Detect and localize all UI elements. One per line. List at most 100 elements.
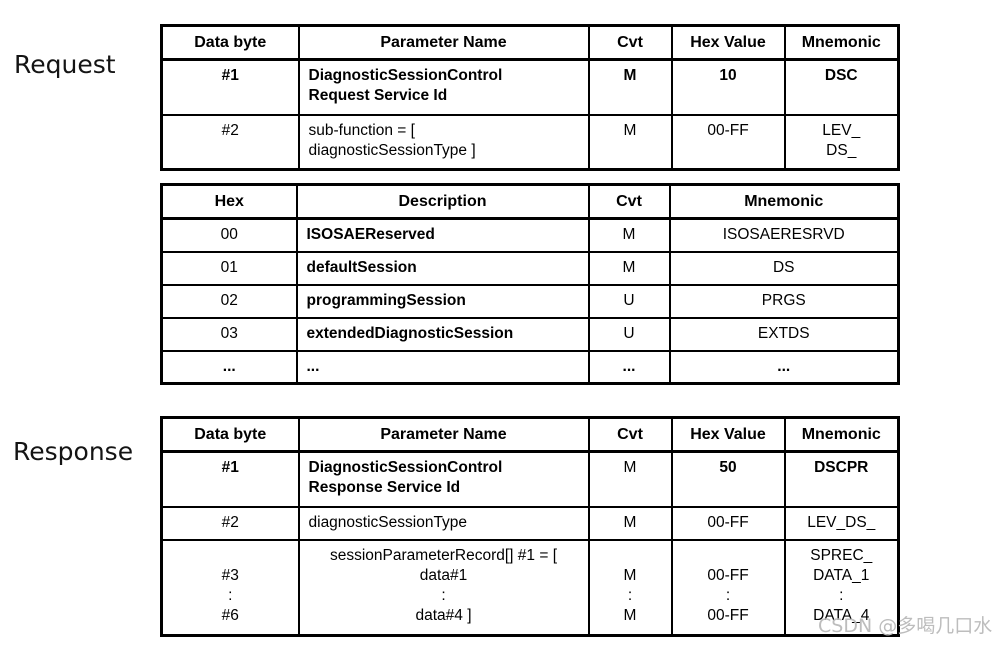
table-row: #1 DiagnosticSessionControl Response Ser…	[160, 450, 900, 508]
cell-hex-value: 00-FF	[670, 113, 786, 171]
table-row: 00 ISOSAEReserved M ISOSAERESRVD	[160, 217, 900, 253]
cell-hex: 00	[160, 217, 298, 253]
cell-data-byte: #1	[160, 58, 300, 116]
data-byte-line	[164, 546, 297, 566]
cell-description: ISOSAEReserved	[295, 217, 590, 253]
table-header-row: Hex Description Cvt Mnemonic	[160, 183, 900, 220]
mnemonic-line: SPREC_	[810, 546, 873, 564]
parameter-name-line: diagnosticSessionType ]	[308, 141, 476, 159]
hex-value-line: 00-FF	[707, 566, 749, 584]
cvt-line: :	[627, 586, 633, 604]
table-row: 01 defaultSession M DS	[160, 250, 900, 286]
cell-hex-value: 50	[670, 450, 786, 508]
column-header-cvt: Cvt	[587, 183, 671, 220]
cell-hex-value: 00-FF	[670, 505, 786, 541]
cell-hex: 01	[160, 250, 298, 286]
cvt-line	[591, 546, 670, 566]
cell-parameter-name: diagnosticSessionType	[297, 505, 590, 541]
cell-data-byte: #3 : #6	[160, 538, 300, 637]
cell-mnemonic: DSC	[783, 58, 900, 116]
table-row: ... ... ... ...	[160, 349, 900, 385]
column-header-hex-value: Hex Value	[670, 416, 786, 453]
data-byte-line: :	[228, 586, 233, 604]
column-header-mnemonic: Mnemonic	[783, 416, 900, 453]
cell-hex: 03	[160, 316, 298, 352]
hex-value-line	[674, 546, 783, 566]
table-row: #3 : #6 sessionParameterRecord[] #1 = [ …	[160, 538, 900, 637]
data-byte-line: #6	[221, 606, 239, 624]
cell-cvt: M	[587, 113, 673, 171]
table-header-row: Data byte Parameter Name Cvt Hex Value M…	[160, 24, 900, 61]
column-header-data-byte: Data byte	[160, 24, 300, 61]
mnemonic-line: :	[839, 586, 844, 604]
cell-cvt: ...	[587, 349, 671, 385]
column-header-hex: Hex	[160, 183, 298, 220]
cell-cvt: M	[587, 250, 671, 286]
parameter-name-line: data#1	[419, 566, 468, 584]
cell-description: programmingSession	[295, 283, 590, 319]
request-table: Data byte Parameter Name Cvt Hex Value M…	[160, 24, 900, 171]
cell-cvt: M	[587, 58, 673, 116]
session-type-table: Hex Description Cvt Mnemonic 00 ISOSAERe…	[160, 183, 900, 385]
cell-mnemonic: ISOSAERESRVD	[668, 217, 900, 253]
cell-parameter-name: sub-function = [ diagnosticSessionType ]	[297, 113, 590, 171]
response-label: Response	[13, 437, 134, 466]
column-header-description: Description	[295, 183, 590, 220]
parameter-name-line: sub-function = [	[308, 121, 415, 139]
parameter-name-line: DiagnosticSessionControl	[308, 459, 503, 476]
parameter-name-line: Response Service Id	[308, 479, 461, 496]
parameter-name-line: sessionParameterRecord[] #1 = [	[329, 546, 557, 564]
column-header-mnemonic: Mnemonic	[783, 24, 900, 61]
cell-data-byte: #2	[160, 113, 300, 171]
response-table: Data byte Parameter Name Cvt Hex Value M…	[160, 416, 900, 637]
cell-mnemonic: LEV_DS_	[783, 505, 900, 541]
hex-value-line: :	[725, 586, 731, 604]
cell-cvt: M	[587, 505, 673, 541]
cell-mnemonic: DSCPR	[783, 450, 900, 508]
watermark: CSDN @多喝几口水	[818, 615, 993, 637]
cell-cvt: U	[587, 283, 671, 319]
cell-mnemonic: PRGS	[668, 283, 900, 319]
column-header-mnemonic: Mnemonic	[668, 183, 900, 220]
cell-mnemonic: LEV_ DS_	[783, 113, 900, 171]
table-row: #2 sub-function = [ diagnosticSessionTyp…	[160, 113, 900, 171]
table-row: #1 DiagnosticSessionControl Request Serv…	[160, 58, 900, 116]
cell-mnemonic: DS	[668, 250, 900, 286]
cell-description: ...	[295, 349, 590, 385]
cell-description: defaultSession	[295, 250, 590, 286]
table-row: #2 diagnosticSessionType M 00-FF LEV_DS_	[160, 505, 900, 541]
cell-hex-value: 00-FF : 00-FF	[670, 538, 786, 637]
table-row: 03 extendedDiagnosticSession U EXTDS	[160, 316, 900, 352]
cell-mnemonic: SPREC_ DATA_1 : DATA_4	[783, 538, 900, 637]
cell-cvt: M	[587, 217, 671, 253]
table-row: 02 programmingSession U PRGS	[160, 283, 900, 319]
column-header-parameter-name: Parameter Name	[297, 416, 590, 453]
cvt-line: M	[623, 606, 637, 624]
cell-parameter-name: sessionParameterRecord[] #1 = [ data#1 :…	[297, 538, 590, 637]
table-header-row: Data byte Parameter Name Cvt Hex Value M…	[160, 416, 900, 453]
cell-cvt: M	[587, 450, 673, 508]
column-header-cvt: Cvt	[587, 24, 673, 61]
column-header-data-byte: Data byte	[160, 416, 300, 453]
cell-description: extendedDiagnosticSession	[295, 316, 590, 352]
cell-parameter-name: DiagnosticSessionControl Response Servic…	[297, 450, 590, 508]
mnemonic-line: DS_	[826, 141, 857, 159]
column-header-parameter-name: Parameter Name	[297, 24, 590, 61]
data-byte-line: #3	[221, 566, 239, 584]
mnemonic-line: DATA_4	[813, 606, 870, 624]
parameter-name-line: :	[441, 586, 446, 604]
cell-hex: 02	[160, 283, 298, 319]
column-header-hex-value: Hex Value	[670, 24, 786, 61]
parameter-name-line: Request Service Id	[308, 87, 448, 104]
parameter-name-line: data#4 ]	[415, 606, 472, 624]
parameter-name-line: DiagnosticSessionControl	[308, 67, 503, 84]
cell-hex-value: 10	[670, 58, 786, 116]
cell-mnemonic: EXTDS	[668, 316, 900, 352]
cell-hex: ...	[160, 349, 298, 385]
hex-value-line: 00-FF	[707, 606, 749, 624]
mnemonic-line: LEV_	[822, 121, 861, 139]
cell-cvt: U	[587, 316, 671, 352]
mnemonic-line: DATA_1	[813, 566, 870, 584]
cell-cvt: M : M	[587, 538, 673, 637]
